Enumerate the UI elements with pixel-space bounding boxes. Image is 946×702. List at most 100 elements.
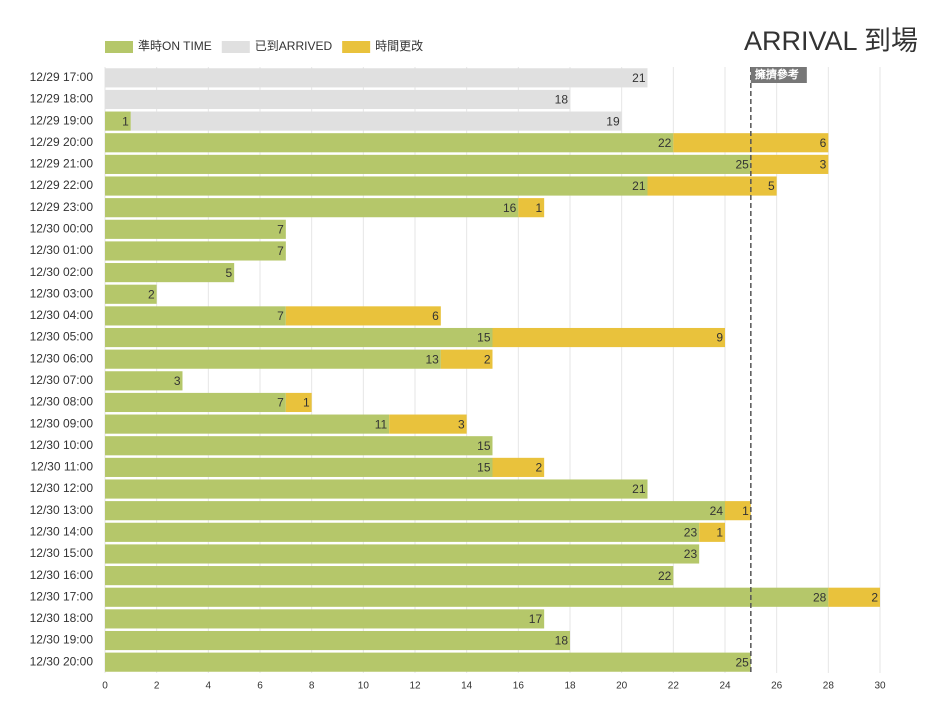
data-label: 2 [484,352,491,366]
data-label: 18 [555,634,569,648]
y-tick-label: 12/29 22:00 [30,178,94,192]
bar-segment [105,327,493,348]
data-label: 17 [529,612,543,626]
bar-segment [492,327,725,348]
y-tick-label: 12/29 23:00 [30,200,94,214]
bar-segment [105,306,286,326]
data-label: 1 [716,525,723,539]
data-label: 5 [225,266,232,280]
y-tick-label: 12/30 00:00 [30,221,94,235]
data-label: 21 [632,71,646,85]
bar-segment [105,111,131,131]
bar-segment [105,522,700,542]
bar-segment [105,479,648,499]
bar-segment [105,198,519,218]
x-tick-label: 26 [771,681,783,692]
legend-label: 已到ARRIVED [255,39,333,53]
y-tick-label: 12/30 02:00 [30,265,94,279]
legend-swatch [105,41,133,53]
bar-segment [440,349,493,369]
bar-segment [105,652,751,672]
bar-segment [285,392,312,413]
bar-segment [105,176,648,196]
data-label: 5 [768,179,775,193]
bar-segment [105,436,493,456]
bar-segment [105,371,183,391]
data-label: 15 [477,461,491,475]
data-label: 23 [684,547,698,561]
data-label: 11 [375,417,388,431]
x-tick-label: 24 [719,681,731,692]
data-label: 18 [555,93,569,107]
bar-segment [105,219,286,239]
data-label: 25 [735,158,749,172]
data-label: 3 [820,158,827,172]
data-label: 3 [458,417,465,431]
y-tick-label: 12/30 14:00 [30,524,94,538]
data-label: 6 [820,136,827,150]
data-label: 24 [710,504,724,518]
bar-segment [389,414,467,434]
data-label: 22 [658,569,672,583]
bar-segment [492,457,545,477]
data-label: 21 [632,482,646,496]
data-label: 9 [716,331,723,345]
data-label: 19 [606,114,620,128]
data-label: 2 [871,590,878,604]
data-label: 2 [535,461,542,475]
data-label: 1 [742,504,749,518]
data-label: 7 [277,309,284,323]
data-label: 25 [735,655,749,669]
y-tick-label: 12/30 08:00 [30,395,94,409]
bar-segment [105,68,648,88]
bar-segment [285,306,441,326]
y-tick-label: 12/30 13:00 [30,503,94,517]
data-label: 28 [813,590,827,604]
bar-segment [105,630,570,651]
bar-segment [725,501,751,521]
legend-label: 時間更改 [375,39,423,53]
y-tick-label: 12/29 18:00 [30,92,94,106]
bar-segment [105,133,674,153]
legend-swatch [221,41,250,53]
y-tick-label: 12/30 20:00 [30,654,94,668]
x-tick-label: 16 [513,681,525,692]
bar-segment [647,176,777,196]
bar-segment [105,392,286,413]
legend-label: 準時ON TIME [138,38,212,53]
data-label: 6 [432,309,439,323]
x-tick-label: 28 [823,681,835,692]
y-tick-label: 12/30 01:00 [30,243,94,257]
data-label: 3 [174,374,181,388]
x-tick-label: 4 [206,681,212,692]
legend-swatch [342,41,371,53]
y-tick-label: 12/30 11:00 [30,460,93,474]
chart-title: ARRIVAL 到場 [744,26,918,56]
x-tick-label: 10 [358,681,370,692]
y-tick-label: 12/29 21:00 [30,157,94,171]
bar-segment [105,457,493,477]
x-tick-label: 14 [461,681,473,692]
data-label: 7 [277,396,284,410]
y-tick-label: 12/30 18:00 [30,611,94,625]
x-tick-label: 0 [102,681,108,692]
bar-segment [105,284,157,304]
data-label: 1 [535,201,542,215]
bar-segment [105,349,441,369]
bar-segment [105,241,286,261]
y-tick-label: 12/30 06:00 [30,351,94,365]
bar-segment [518,198,545,218]
bar-segment [105,154,751,174]
y-tick-label: 12/30 04:00 [30,308,94,322]
y-tick-label: 12/30 07:00 [30,373,94,387]
bar-segment [105,544,700,564]
bar-segment [105,263,235,283]
y-tick-label: 12/30 19:00 [30,633,94,647]
bar-segment [828,587,880,607]
data-label: 1 [122,114,129,128]
data-label: 1 [303,396,310,410]
data-label: 15 [477,439,491,453]
data-label: 22 [658,136,672,150]
bar-segment [130,111,622,131]
